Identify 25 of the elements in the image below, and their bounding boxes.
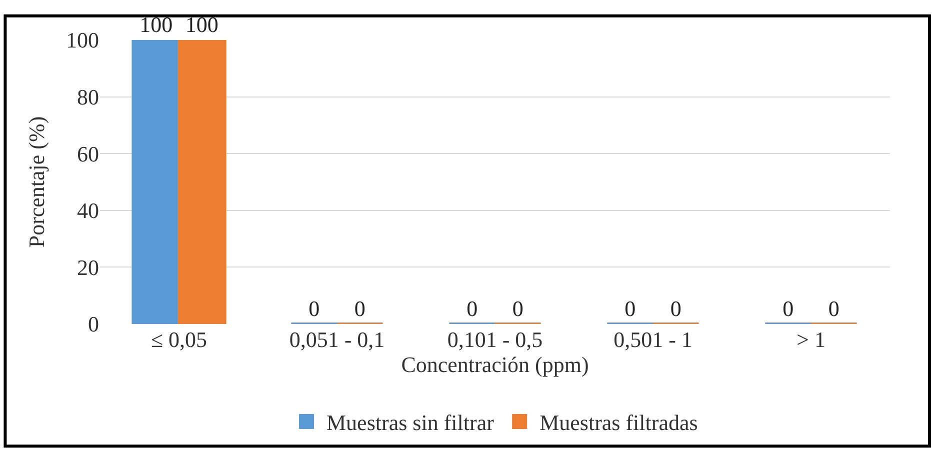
x-tick-label: ≤ 0,05: [150, 327, 208, 352]
x-tick-label: 0,051 - 0,1: [289, 327, 385, 352]
x-tick-label: 0,501 - 1: [614, 327, 692, 352]
y-tick-label: 20: [77, 254, 99, 280]
x-axis-title: Concentración (ppm): [401, 352, 589, 377]
x-tick-label: 0,101 - 0,5: [447, 327, 543, 352]
data-label: 0: [828, 296, 840, 321]
y-axis-title: Porcentaje (%): [24, 116, 49, 248]
legend-label: Muestras filtradas: [540, 410, 698, 436]
y-tick-label: 60: [77, 141, 99, 166]
y-tick-label: 0: [88, 312, 99, 337]
data-label: 0: [624, 296, 636, 321]
data-label: 0: [354, 296, 366, 321]
data-label: 100: [185, 12, 218, 37]
data-label: 100: [140, 12, 173, 37]
y-tick-label: 40: [77, 198, 99, 224]
y-tick-label: 100: [66, 28, 99, 53]
data-label: 0: [308, 296, 320, 321]
data-label: 0: [782, 296, 794, 321]
data-label: 0: [466, 296, 478, 321]
data-label: 0: [670, 296, 682, 321]
legend-label: Muestras sin filtrar: [326, 410, 495, 436]
y-tick-label: 80: [77, 84, 99, 110]
x-tick-label: > 1: [796, 327, 826, 352]
data-label: 0: [512, 296, 524, 321]
